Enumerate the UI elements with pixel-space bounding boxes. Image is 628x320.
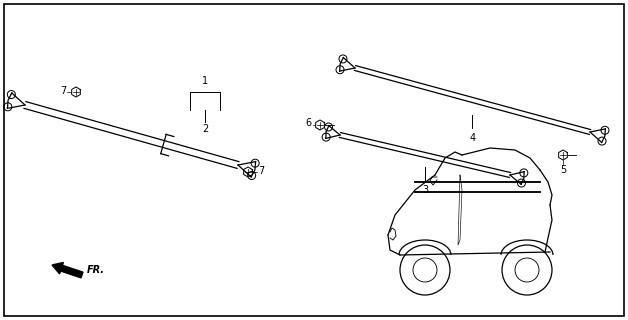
Text: 7: 7 [258,166,264,176]
Text: 5: 5 [560,165,566,175]
Text: 4: 4 [470,133,475,143]
Text: FR.: FR. [87,265,105,275]
FancyArrow shape [52,262,83,278]
Text: 7: 7 [60,86,66,96]
Text: 1: 1 [202,76,208,86]
Text: 2: 2 [202,124,208,134]
Text: 6: 6 [306,118,312,128]
Text: 3: 3 [422,185,428,195]
